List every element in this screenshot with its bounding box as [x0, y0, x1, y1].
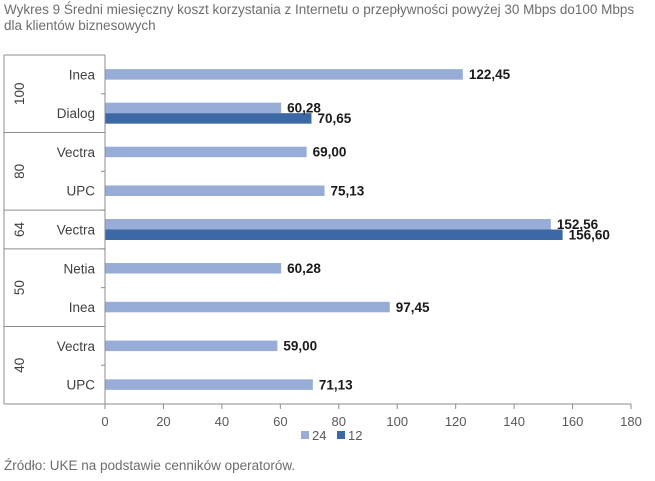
x-tick-label: 80 [332, 414, 346, 429]
bar-series-24 [105, 301, 390, 313]
x-tick-label: 60 [273, 414, 287, 429]
x-tick-label: 160 [562, 414, 584, 429]
bar-series-24 [105, 102, 282, 114]
group-label: 64 [12, 222, 27, 238]
category-label: Vectra [57, 223, 96, 238]
legend-label: 24 [312, 428, 326, 443]
group-label: 100 [12, 83, 27, 106]
data-label: 71,13 [319, 377, 353, 392]
bar-series-12 [105, 229, 563, 240]
x-tick-label: 20 [156, 414, 170, 429]
chart-source: Źródło: UKE na podstawie cenników operat… [4, 458, 296, 473]
category-label: Inea [69, 67, 96, 82]
bar-series-24 [105, 185, 325, 196]
data-label: 60,28 [287, 101, 321, 116]
chart-title: Wykres 9 Średni miesięczny koszt korzyst… [4, 2, 635, 33]
group-label: 40 [12, 358, 27, 373]
category-label: UPC [66, 184, 95, 199]
data-label: 70,65 [317, 111, 351, 126]
data-label: 60,28 [287, 261, 321, 276]
x-tick-label: 0 [101, 414, 108, 429]
data-label: 69,00 [313, 145, 347, 160]
x-tick-label: 100 [386, 414, 408, 429]
x-tick-label: 120 [445, 414, 467, 429]
category-label: Vectra [57, 145, 96, 160]
bar-series-24 [105, 69, 463, 80]
data-label: 75,13 [331, 183, 365, 198]
legend-swatch-24 [301, 431, 309, 439]
category-label: Dialog [57, 106, 95, 121]
x-tick-label: 40 [215, 414, 229, 429]
category-label: UPC [66, 378, 95, 393]
category-label: Vectra [57, 339, 96, 354]
legend-swatch-12 [337, 431, 345, 439]
bar-series-12 [105, 113, 312, 124]
data-label: 122,45 [469, 67, 511, 82]
data-label: 156,60 [569, 228, 610, 243]
bar-series-24 [105, 379, 313, 390]
category-label: Inea [69, 300, 96, 315]
category-label: Netia [63, 261, 95, 276]
bar-series-24 [105, 146, 307, 158]
group-label: 50 [12, 280, 27, 295]
bar-series-24 [105, 263, 282, 274]
data-label: 59,00 [283, 339, 317, 354]
bar-series-24 [105, 340, 278, 352]
legend-label: 12 [348, 428, 362, 443]
group-label: 80 [12, 164, 27, 179]
x-tick-label: 180 [620, 414, 642, 429]
data-label: 152,56 [557, 217, 599, 232]
bar-series-24 [105, 219, 551, 230]
data-label: 97,45 [396, 300, 430, 315]
x-tick-label: 140 [503, 414, 525, 429]
